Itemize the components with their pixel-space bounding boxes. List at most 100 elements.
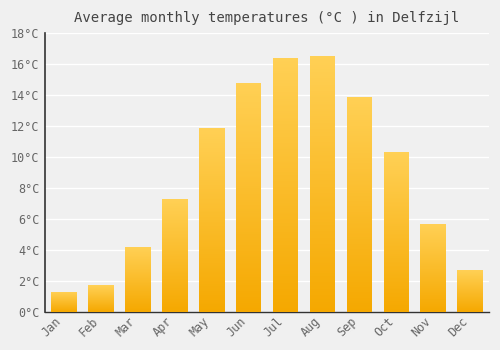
Bar — [272, 134, 298, 135]
Bar — [310, 244, 336, 245]
Bar — [272, 306, 298, 307]
Bar — [346, 237, 372, 238]
Bar — [384, 244, 409, 245]
Bar — [346, 301, 372, 302]
Bar — [272, 308, 298, 309]
Bar — [310, 293, 336, 294]
Bar — [420, 252, 446, 253]
Bar — [236, 257, 262, 258]
Bar — [346, 155, 372, 156]
Bar — [384, 172, 409, 173]
Bar — [272, 199, 298, 200]
Bar — [236, 144, 262, 145]
Bar — [162, 219, 188, 220]
Bar — [272, 167, 298, 168]
Bar — [272, 96, 298, 97]
Bar — [236, 241, 262, 242]
Bar — [384, 257, 409, 258]
Bar — [272, 266, 298, 267]
Bar — [162, 235, 188, 236]
Bar — [346, 146, 372, 147]
Bar — [236, 150, 262, 152]
Bar — [236, 254, 262, 256]
Bar — [420, 279, 446, 280]
Bar — [346, 99, 372, 100]
Bar — [420, 226, 446, 227]
Bar — [420, 281, 446, 282]
Bar — [310, 169, 336, 170]
Bar — [346, 124, 372, 125]
Bar — [346, 274, 372, 275]
Title: Average monthly temperatures (°C ) in Delfzijl: Average monthly temperatures (°C ) in De… — [74, 11, 460, 25]
Bar — [346, 265, 372, 266]
Bar — [310, 81, 336, 82]
Bar — [310, 306, 336, 307]
Bar — [198, 211, 224, 212]
Bar — [162, 233, 188, 234]
Bar — [420, 257, 446, 258]
Bar — [236, 280, 262, 281]
Bar — [420, 298, 446, 299]
Bar — [236, 234, 262, 235]
Bar — [384, 306, 409, 307]
Bar — [198, 280, 224, 281]
Bar — [162, 303, 188, 304]
Bar — [384, 156, 409, 157]
Bar — [162, 294, 188, 295]
Bar — [310, 245, 336, 247]
Bar — [272, 248, 298, 250]
Bar — [272, 231, 298, 232]
Bar — [420, 306, 446, 307]
Bar — [310, 225, 336, 226]
Bar — [310, 249, 336, 251]
Bar — [310, 68, 336, 69]
Bar — [420, 310, 446, 311]
Bar — [198, 266, 224, 267]
Bar — [272, 160, 298, 161]
Bar — [346, 115, 372, 116]
Bar — [272, 296, 298, 298]
Bar — [310, 252, 336, 253]
Bar — [420, 256, 446, 257]
Bar — [272, 154, 298, 156]
Bar — [384, 247, 409, 248]
Bar — [236, 119, 262, 120]
Bar — [236, 110, 262, 111]
Bar — [346, 103, 372, 104]
Bar — [198, 253, 224, 254]
Bar — [272, 188, 298, 189]
Bar — [310, 188, 336, 189]
Bar — [346, 246, 372, 247]
Bar — [198, 148, 224, 149]
Bar — [198, 244, 224, 245]
Bar — [310, 256, 336, 257]
Bar — [420, 268, 446, 269]
Bar — [198, 128, 224, 130]
Bar — [272, 218, 298, 219]
Bar — [420, 267, 446, 268]
Bar — [272, 295, 298, 296]
Bar — [236, 205, 262, 206]
Bar — [272, 107, 298, 109]
Bar — [310, 206, 336, 207]
Bar — [310, 219, 336, 220]
Bar — [310, 265, 336, 266]
Bar — [272, 158, 298, 160]
Bar — [346, 245, 372, 246]
Bar — [162, 293, 188, 294]
Bar — [236, 154, 262, 155]
Bar — [384, 286, 409, 287]
Bar — [236, 210, 262, 211]
Bar — [272, 180, 298, 181]
Bar — [346, 205, 372, 206]
Bar — [198, 180, 224, 181]
Bar — [272, 79, 298, 81]
Bar — [198, 226, 224, 227]
Bar — [236, 228, 262, 229]
Bar — [272, 129, 298, 130]
Bar — [162, 223, 188, 224]
Bar — [420, 239, 446, 240]
Bar — [236, 130, 262, 131]
Bar — [346, 208, 372, 209]
Bar — [162, 246, 188, 247]
